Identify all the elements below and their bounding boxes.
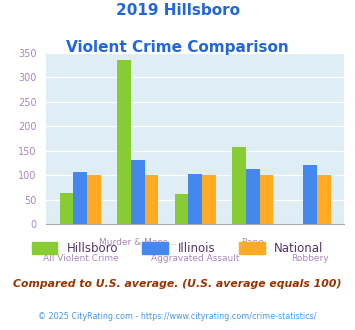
Bar xyxy=(60,192,73,224)
Text: All Violent Crime: All Violent Crime xyxy=(43,254,118,263)
Bar xyxy=(317,175,331,224)
Bar xyxy=(260,175,273,224)
Bar xyxy=(145,175,158,224)
Legend: Hillsboro, Illinois, National: Hillsboro, Illinois, National xyxy=(27,237,328,260)
Text: Robbery: Robbery xyxy=(291,254,329,263)
Text: Compared to U.S. average. (U.S. average equals 100): Compared to U.S. average. (U.S. average … xyxy=(13,279,342,289)
Text: © 2025 CityRating.com - https://www.cityrating.com/crime-statistics/: © 2025 CityRating.com - https://www.city… xyxy=(38,312,317,321)
Bar xyxy=(202,175,216,224)
Text: 2019 Hillsboro: 2019 Hillsboro xyxy=(115,3,240,18)
Bar xyxy=(131,160,145,224)
Bar xyxy=(246,170,260,224)
Text: Violent Crime Comparison: Violent Crime Comparison xyxy=(66,40,289,54)
Bar xyxy=(87,175,101,224)
Text: Murder & Mans...: Murder & Mans... xyxy=(99,238,176,247)
Bar xyxy=(189,174,202,224)
Bar xyxy=(117,60,131,224)
Bar xyxy=(73,172,87,224)
Bar xyxy=(303,165,317,224)
Text: Aggravated Assault: Aggravated Assault xyxy=(151,254,240,263)
Text: Rape: Rape xyxy=(241,238,264,247)
Bar xyxy=(175,194,189,224)
Bar xyxy=(232,147,246,224)
